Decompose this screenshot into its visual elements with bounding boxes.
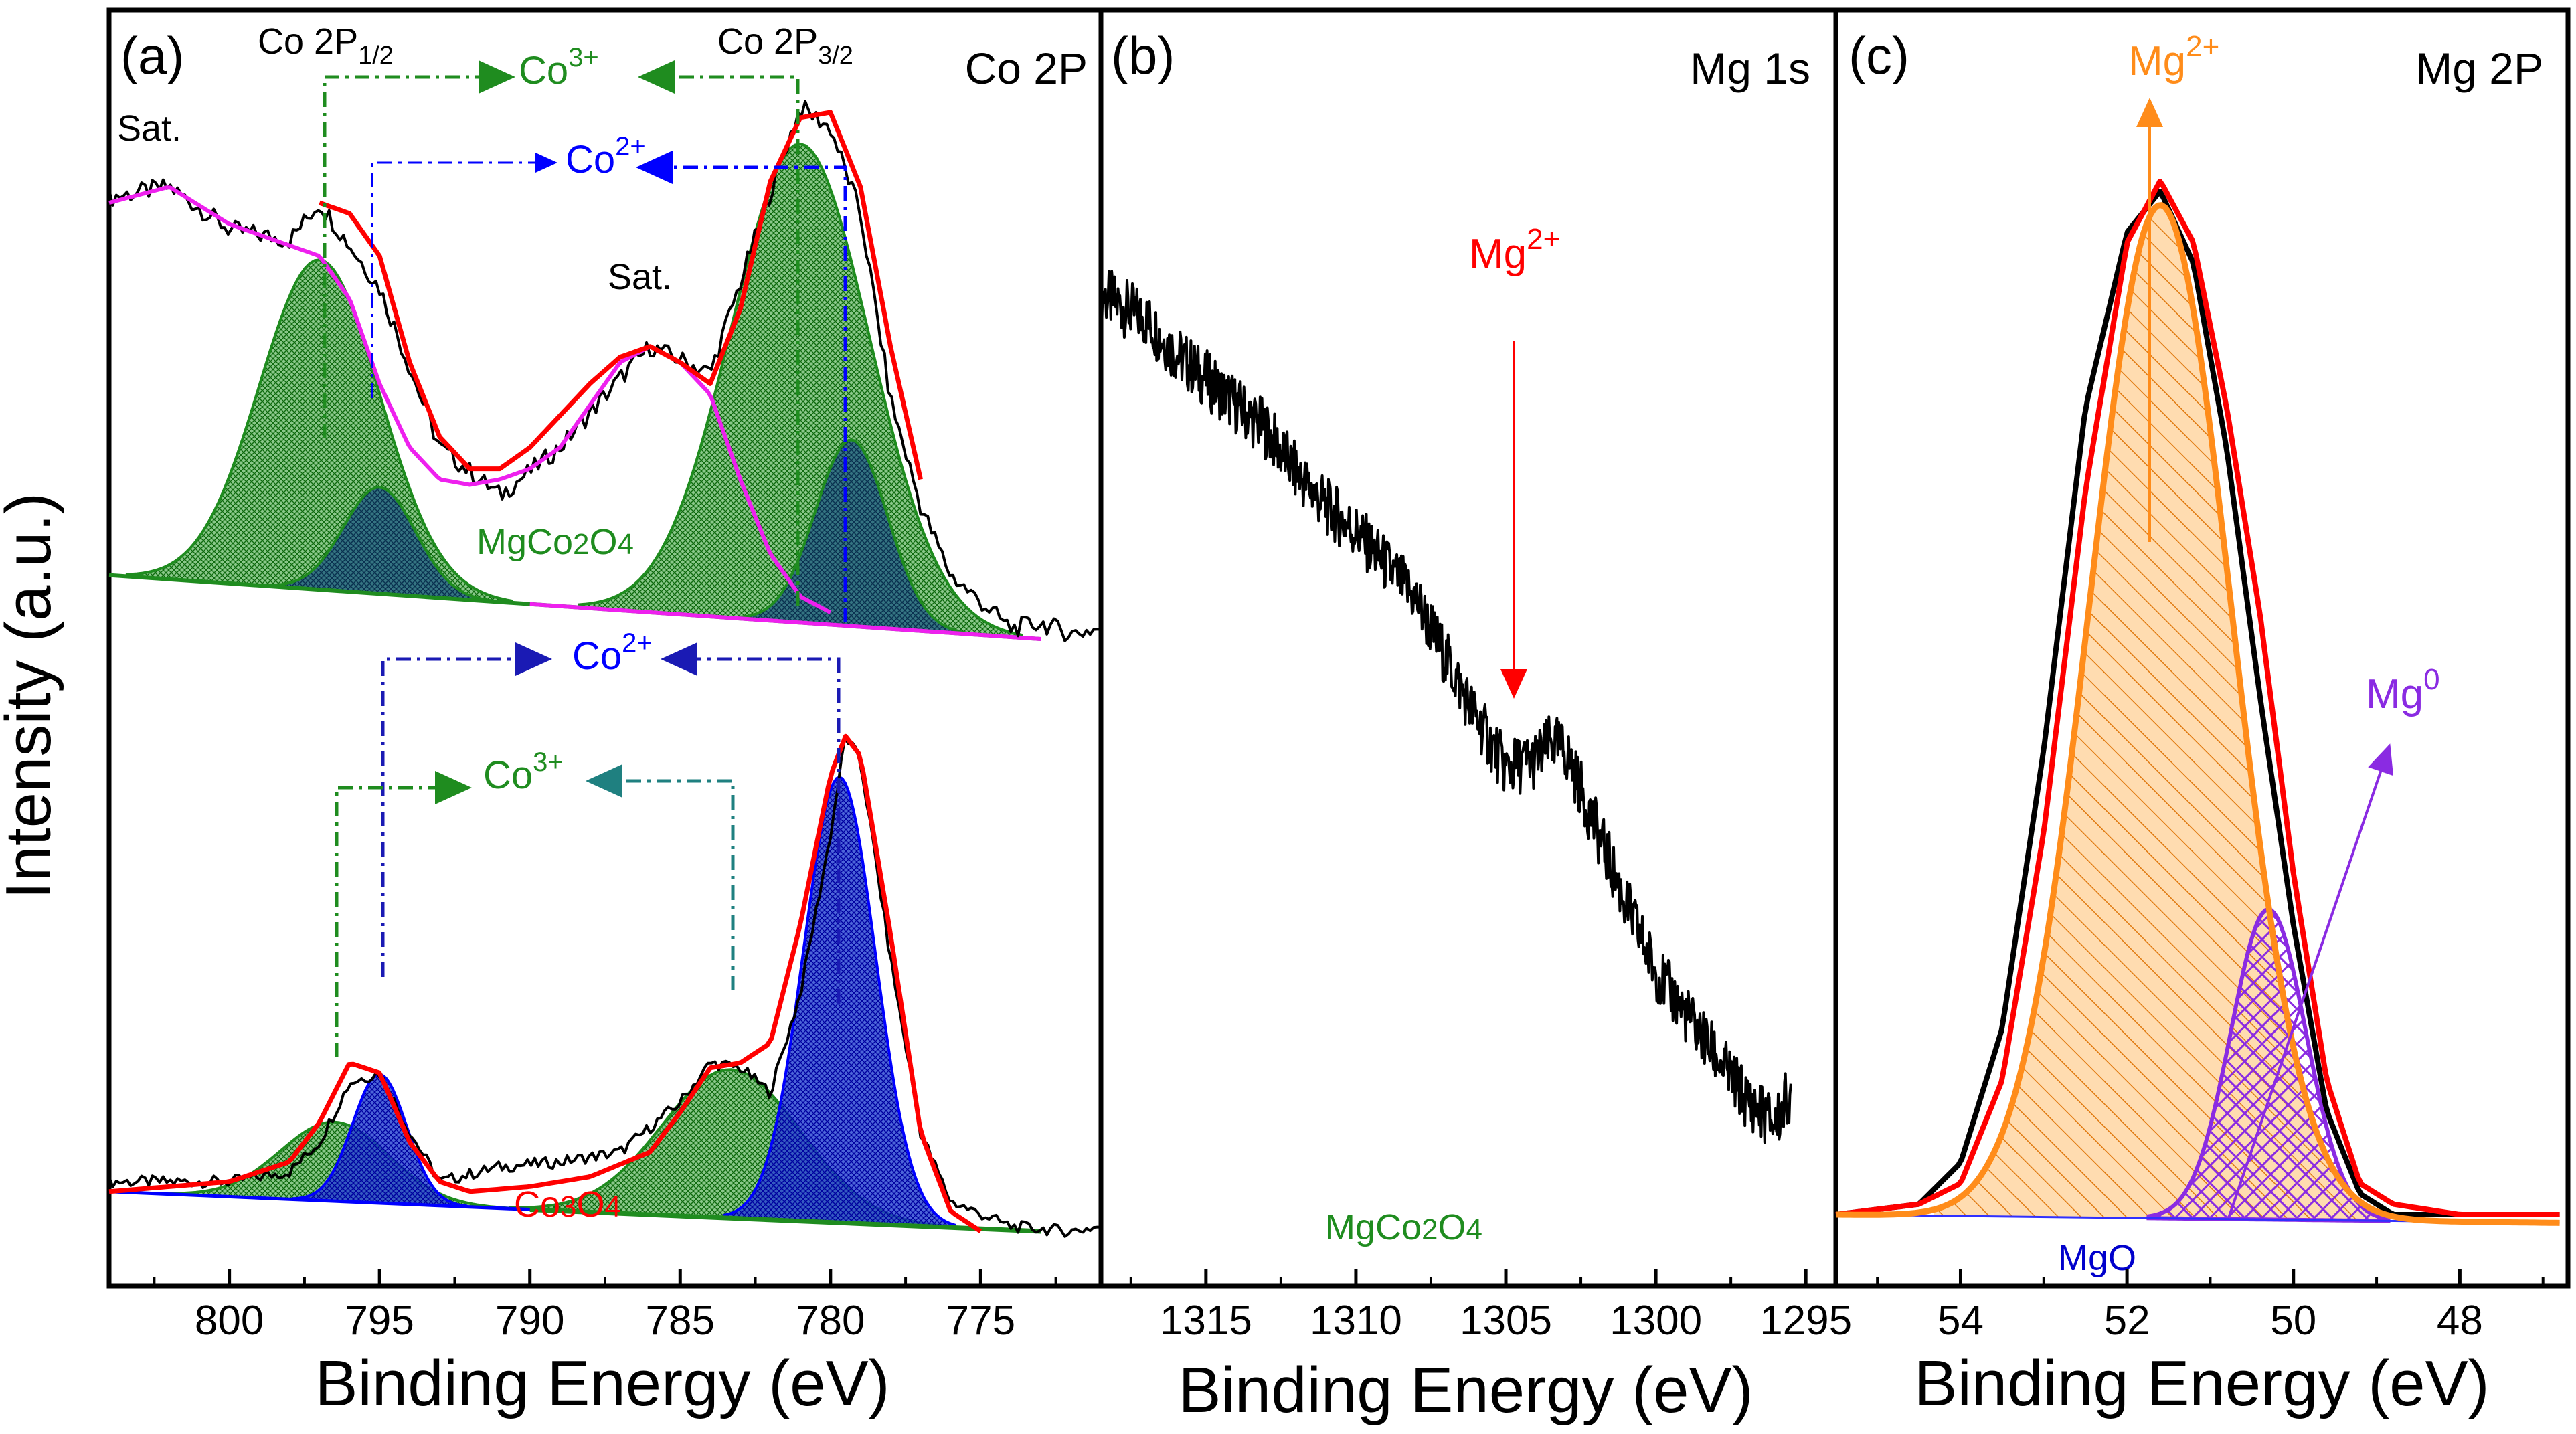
top-peak-0: [125, 258, 513, 604]
panel-c-x-tick-label-0: 54: [1938, 1297, 1984, 1344]
co2-guide-bottom-right: [661, 642, 841, 1004]
co3-label-bottom: Co3+: [483, 747, 564, 797]
co3-guide-bottom-left: [335, 771, 472, 1057]
panel-b-title: Mg 1s: [1690, 43, 1810, 93]
mgco2o4-label-b: MgCo2O4: [1325, 1207, 1482, 1247]
co2-label-bottom: Co2+: [572, 628, 653, 678]
panel-a-x-axis: 800 795 790 785 780 775: [153, 1269, 1057, 1344]
mg2-label-b: Mg2+: [1469, 223, 1560, 277]
panel-c-plot: [1835, 179, 2560, 1226]
panel-c: (c) Mg 2P Mg2+ Mg0 MgO 54 52 50 48 Binding …: [1833, 7, 2571, 1419]
co3-guide-bottom-right: [586, 764, 735, 990]
co2-guide-bottom-left: [381, 642, 552, 977]
panel-a-x-tick-label-4: 780: [796, 1297, 865, 1344]
bottom-experimental-line: [108, 737, 1101, 1238]
co3o4-label: Co3O4: [514, 1184, 621, 1225]
co3-label-top: Co3+: [519, 43, 599, 92]
mg2-label-c: Mg2+: [2128, 30, 2219, 84]
panel-b-x-tick-label-4: 1295: [1759, 1297, 1852, 1344]
y-axis-label: Intensity (a.u.): [0, 492, 64, 899]
panel-a-x-tick-label-2: 790: [495, 1297, 564, 1344]
co3-guide-right: [638, 60, 800, 606]
top-experimental-line: [108, 100, 1102, 642]
co2-guide-left: [371, 153, 557, 398]
panel-b-label: (b): [1111, 26, 1175, 85]
c-experimental-line: [1835, 189, 2560, 1217]
b-experimental-line: [1100, 269, 1792, 1144]
panel-c-title: Mg 2P: [2415, 43, 2543, 93]
panel-c-x-axis: 54 52 50 48: [1876, 1269, 2545, 1344]
sat-label-right: Sat.: [608, 257, 672, 297]
panel-a-label: (a): [120, 26, 184, 85]
panel-b-x-tick-label-1: 1310: [1310, 1297, 1402, 1344]
bottom-guides: [335, 642, 841, 1057]
panel-b: (b) Mg 1s Mg2+ MgCo2O4 1315 1310 1305 1300 1…: [1098, 7, 1852, 1426]
panel-b-x-label: Binding Energy (eV): [1178, 1354, 1753, 1426]
sat-label-left: Sat.: [117, 108, 181, 149]
co2-label-top: Co2+: [566, 132, 646, 181]
top-baseline-magenta: [529, 602, 1041, 641]
panel-b-x-tick-label-2: 1305: [1460, 1297, 1552, 1344]
top-guides: [323, 60, 847, 622]
panel-a-x-tick-label-5: 775: [946, 1297, 1015, 1344]
co2-guide-right: [636, 151, 847, 622]
panel-a-title: Co 2P: [965, 43, 1088, 93]
top-satellite-fit: [108, 185, 832, 614]
panel-b-plot: [1100, 269, 1792, 1144]
panel-c-x-tick-label-1: 52: [2104, 1297, 2150, 1344]
panel-c-x-tick-label-2: 50: [2270, 1297, 2316, 1344]
panel-c-label: (c): [1849, 26, 1909, 85]
co-2p12-label: Co 2P1/2: [258, 21, 394, 70]
mgo-label: MgO: [2058, 1238, 2136, 1278]
panel-b-frame: [1098, 7, 1838, 1289]
panel-a-x-tick-label-0: 800: [195, 1297, 264, 1344]
panel-a-x-tick-label-3: 785: [646, 1297, 715, 1344]
panel-c-x-label: Binding Energy (eV): [1914, 1348, 2489, 1419]
mgco2o4-label-a: MgCo2O4: [477, 522, 634, 562]
c-mg2-fit-outline: [1836, 202, 2560, 1226]
co-2p32-label: Co 2P3/2: [717, 21, 853, 70]
panel-c-frame: [1833, 7, 2571, 1289]
panel-a-x-tick-label-1: 795: [345, 1297, 414, 1344]
panel-c-x-tick-label-3: 48: [2437, 1297, 2483, 1344]
panel-b-x-tick-label-0: 1315: [1160, 1297, 1252, 1344]
mg0-label-c: Mg0: [2366, 663, 2440, 717]
bottom-baseline-green: [529, 1207, 1041, 1234]
panel-b-x-axis: 1315 1310 1305 1300 1295: [1129, 1269, 1852, 1344]
panel-a: (a) Co 2P Sat. Sat. Co 2P1/2 Co 2P3/2 Co…: [106, 7, 1104, 1419]
panel-b-x-tick-label-3: 1300: [1610, 1297, 1702, 1344]
panel-a-top-plot: [108, 100, 1102, 642]
top-envelope-fit: [319, 110, 923, 480]
panel-a-bottom-plot: [108, 733, 1101, 1238]
mg0-arrow-c: [2227, 743, 2394, 1219]
c-envelope-fit: [1835, 179, 2560, 1217]
panel-a-x-label: Binding Energy (eV): [315, 1348, 889, 1419]
co3-guide-left: [323, 60, 515, 438]
bottom-envelope-fit: [108, 733, 982, 1233]
